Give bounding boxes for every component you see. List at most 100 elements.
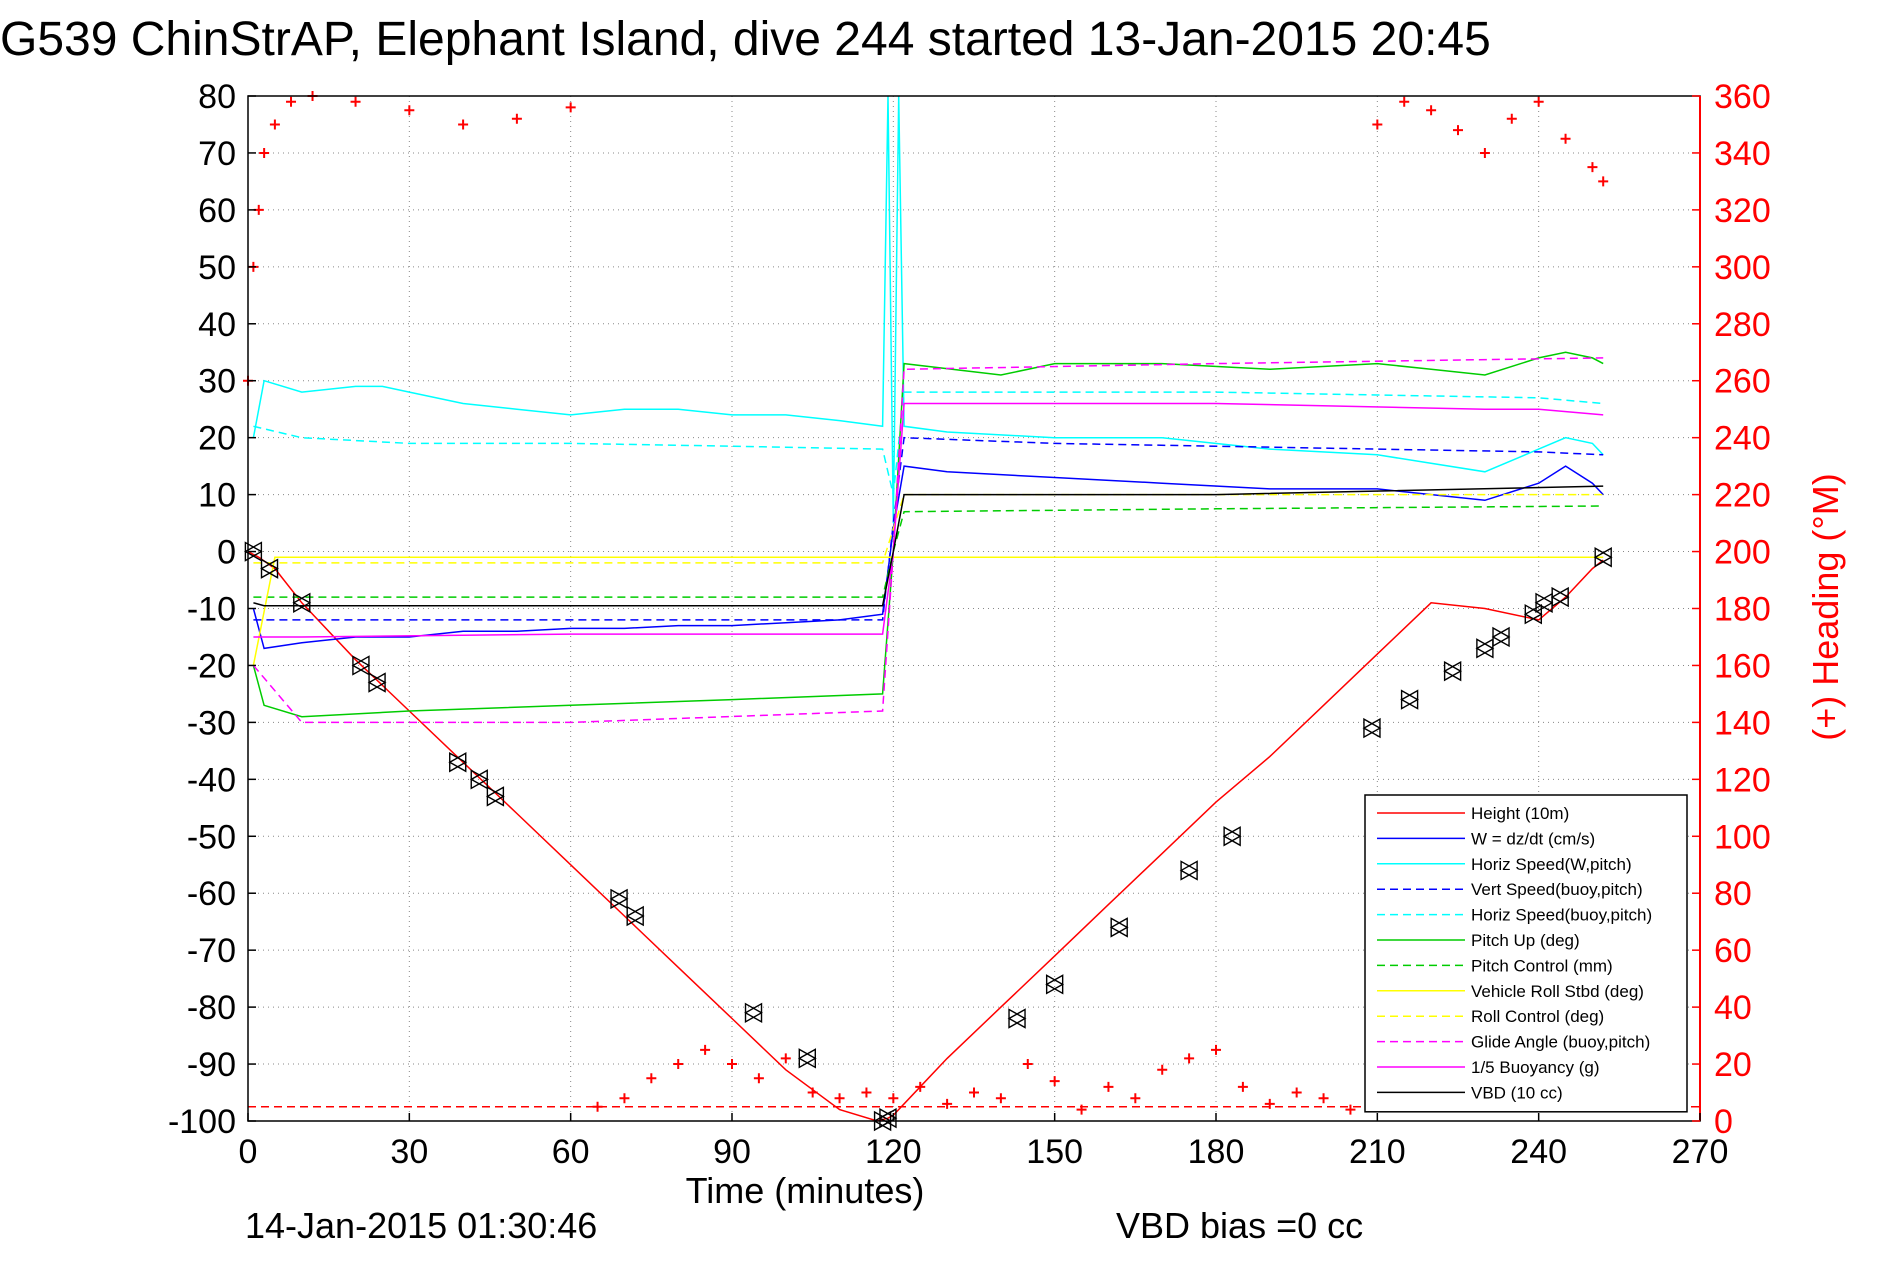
dive-marker [1400,689,1420,710]
dive-marker [609,888,629,910]
dive-marker [878,1107,898,1129]
right-tick-label: 260 [1714,363,1771,401]
heading-point [619,1093,630,1104]
right-tick-label: 80 [1714,875,1752,913]
right-axis-label: (+) Heading (°M) [1805,473,1846,740]
heading-point [753,1073,764,1084]
x-tick-label: 150 [1026,1133,1083,1171]
right-tick-label: 40 [1714,989,1752,1027]
heading-point [1560,133,1571,144]
y-tick-label: 40 [198,306,236,344]
legend-label-11: VBD (10 cc) [1471,1083,1563,1102]
x-tick-label: 60 [552,1133,590,1171]
footer-vbd-bias: VBD bias =0 cc [1116,1205,1363,1246]
heading-point [1291,1087,1302,1098]
heading-point [727,1059,737,1070]
dive-marker [1222,826,1242,847]
dive-marker [367,672,387,693]
legend-label-2: Horiz Speed(W,pitch) [1471,855,1632,874]
x-tick-label: 210 [1349,1133,1406,1171]
y-tick-label: -40 [187,761,236,799]
heading-point [1049,1076,1060,1087]
x-tick-label: 90 [713,1133,751,1171]
heading-point [511,113,522,124]
heading-point [1453,125,1463,136]
footer-timestamp: 14-Jan-2015 01:30:46 [245,1205,597,1246]
heading-point [807,1087,818,1098]
heading-point [700,1044,711,1055]
heading-point [969,1087,979,1098]
heading-point [942,1098,953,1109]
dive-marker [292,592,312,614]
legend-label-4: Horiz Speed(buoy,pitch) [1471,906,1652,925]
heading-point [1372,119,1383,130]
legend-label-9: Glide Angle (buoy,pitch) [1471,1033,1650,1052]
heading-point [1479,147,1490,158]
series-line-11 [253,485,1604,607]
dive-marker [1523,603,1543,625]
heading-point [780,1053,791,1064]
dive-marker [448,752,468,773]
series-line-8 [253,493,1604,564]
y-tick-label: 20 [198,420,236,458]
right-tick-label: 160 [1714,647,1771,685]
heading-point [592,1101,603,1112]
series-line-2 [252,95,1604,524]
dive-marker [797,1048,817,1069]
y-tick-label: -30 [187,704,236,742]
x-tick-label: 270 [1672,1133,1729,1171]
right-tick-label: 20 [1714,1046,1752,1084]
right-tick-label: 340 [1714,135,1771,173]
heading-point [888,1093,899,1104]
y-tick-label: -100 [168,1103,236,1141]
right-tick-label: 280 [1714,306,1771,344]
dive-marker [1491,626,1511,648]
y-tick-label: -70 [187,932,236,970]
legend-label-10: 1/5 Buoyancy (g) [1471,1058,1600,1077]
chart-title: G539 ChinStrAP, Elephant Island, dive 24… [0,13,1491,66]
right-tick-label: 100 [1714,818,1771,856]
dive-markers [243,541,1613,1132]
legend-label-8: Roll Control (deg) [1471,1007,1604,1026]
legend-box [1364,794,1688,1113]
right-tick-label: 320 [1714,192,1771,230]
heading-point [1587,162,1598,173]
y-tick-label: 60 [198,192,236,230]
right-tick-label: 120 [1714,761,1771,799]
heading-point [286,96,297,107]
y-tick-label: 50 [198,249,236,287]
heading-point [1598,176,1609,187]
legend-label-3: Vert Speed(buoy,pitch) [1471,880,1643,899]
heading-point [673,1059,684,1070]
heading-point [1103,1081,1114,1092]
y-tick-label: 10 [198,477,236,515]
y-tick-label: 70 [198,135,236,173]
dive-marker [1109,917,1129,938]
x-tick-label: 180 [1188,1133,1245,1171]
heading-point [1264,1098,1275,1109]
heading-point [1184,1053,1195,1064]
legend: Height (10m) W = dz/dt (cm/s) Horiz Speed(… [1364,794,1688,1113]
tick-labels: 0 30 60 90 120 150 180 210 240 270 80 70 60 50 40 30 20 1… [168,78,1771,1171]
right-tick-label: 360 [1714,78,1771,116]
right-tick-label: 140 [1714,704,1771,742]
right-tick-label: 240 [1714,420,1771,458]
heading-point [1399,96,1410,107]
dive-marker [1475,638,1495,659]
heading-point [1237,1081,1248,1092]
heading-point [915,1081,926,1092]
legend-label-7: Vehicle Roll Stbd (deg) [1471,982,1644,1001]
heading-point [1022,1059,1033,1070]
dive-marker [351,655,371,676]
dive-marker [1443,660,1463,682]
x-tick-label: 240 [1510,1133,1567,1171]
dive-marker [1593,547,1613,568]
heading-point [404,105,415,116]
x-tick-label: 120 [865,1133,922,1171]
dive-marker [1179,860,1199,881]
y-tick-label: -50 [187,818,236,856]
heading-point [269,119,280,130]
right-tick-label: 220 [1714,477,1771,515]
x-tick-label: 0 [239,1133,258,1171]
